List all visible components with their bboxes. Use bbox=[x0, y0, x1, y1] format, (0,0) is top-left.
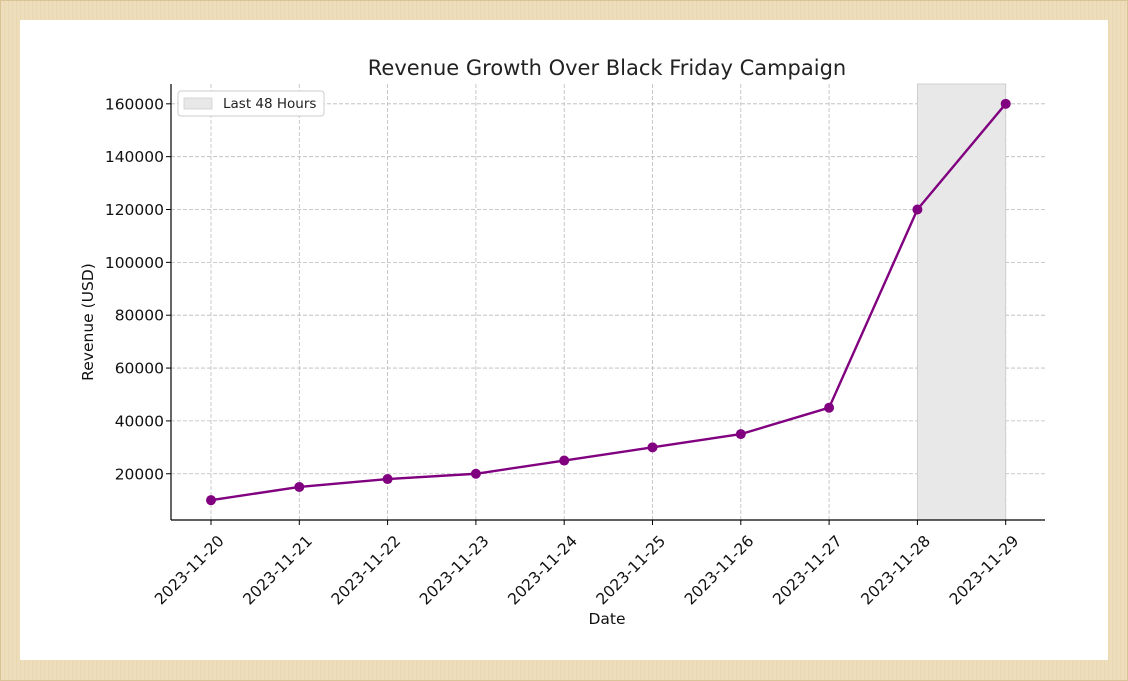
revenue-chart: 20000 40000 60000 80000 100000 120000 140000 16… bbox=[79, 56, 1045, 628]
y-axis-label: Revenue (USD) bbox=[79, 263, 97, 381]
chart-canvas: 20000 40000 60000 80000 100000 120000 140000 16… bbox=[20, 20, 1108, 660]
x-tick-label: 2023-11-23 bbox=[416, 532, 492, 608]
revenue-data-point bbox=[470, 468, 481, 479]
chart-title: Revenue Growth Over Black Friday Campaig… bbox=[368, 56, 846, 80]
x-tick-label: 2023-11-28 bbox=[858, 532, 934, 608]
x-axis-label: Date bbox=[588, 610, 625, 628]
y-tick-label: 80000 bbox=[115, 307, 164, 325]
revenue-data-point bbox=[912, 204, 923, 215]
y-tick-label: 120000 bbox=[105, 201, 164, 219]
y-tick-label: 160000 bbox=[105, 95, 164, 113]
x-tick-label: 2023-11-27 bbox=[769, 532, 845, 608]
series-layer bbox=[206, 98, 1011, 506]
revenue-data-point bbox=[647, 442, 658, 453]
last-48-hours-shade bbox=[917, 83, 1007, 521]
legend-label: Last 48 Hours bbox=[223, 96, 316, 112]
legend-swatch bbox=[183, 97, 213, 110]
x-tick-label: 2023-11-24 bbox=[504, 532, 580, 608]
revenue-data-point bbox=[206, 495, 216, 506]
y-tick-label: 60000 bbox=[115, 360, 164, 378]
ticks-layer: 20000 40000 60000 80000 100000 120000 140000 16… bbox=[105, 95, 1023, 608]
y-tick-label: 100000 bbox=[105, 254, 164, 272]
y-tick-label: 20000 bbox=[115, 465, 164, 483]
x-tick-label: 2023-11-29 bbox=[946, 532, 1022, 608]
revenue-data-point bbox=[559, 455, 570, 466]
revenue-data-point bbox=[1000, 98, 1011, 109]
x-tick-label: 2023-11-20 bbox=[151, 532, 227, 608]
x-tick-label: 2023-11-21 bbox=[240, 532, 316, 608]
legend: Last 48 Hours bbox=[177, 90, 325, 117]
revenue-series-line bbox=[210, 103, 1007, 502]
y-tick-label: 40000 bbox=[115, 412, 164, 430]
legend-box bbox=[177, 90, 325, 117]
revenue-data-point bbox=[382, 474, 393, 485]
revenue-data-point bbox=[735, 429, 746, 440]
x-tick-label: 2023-11-26 bbox=[681, 532, 757, 608]
revenue-data-point bbox=[294, 481, 305, 492]
x-tick-label: 2023-11-22 bbox=[328, 532, 404, 608]
x-tick-label: 2023-11-25 bbox=[593, 532, 669, 608]
y-tick-label: 140000 bbox=[105, 148, 164, 166]
revenue-data-point bbox=[824, 402, 835, 413]
